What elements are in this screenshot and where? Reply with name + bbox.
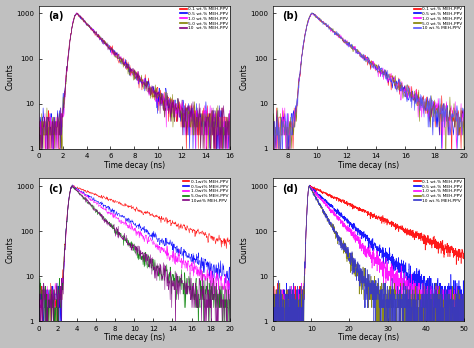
Text: (d): (d): [283, 184, 299, 194]
Y-axis label: Counts: Counts: [6, 64, 15, 90]
X-axis label: Time decay (ns): Time decay (ns): [104, 161, 165, 170]
Y-axis label: Counts: Counts: [6, 236, 15, 263]
Y-axis label: Counts: Counts: [240, 64, 249, 90]
Text: (a): (a): [48, 11, 64, 21]
Legend: 0.1wt% MEH-PPV, 0.5wt% MEH-PPV, 1.0wt% MEH-PPV, 5.0wt% MEH-PPV, 10wt% MEH-PPV: 0.1wt% MEH-PPV, 0.5wt% MEH-PPV, 1.0wt% M…: [182, 179, 229, 204]
Text: (c): (c): [48, 184, 63, 194]
Text: (b): (b): [283, 11, 299, 21]
Y-axis label: Counts: Counts: [240, 236, 249, 263]
X-axis label: Time decay (ns): Time decay (ns): [338, 161, 399, 170]
X-axis label: Time decay (ns): Time decay (ns): [104, 333, 165, 342]
Legend: 0.1 wt.% MEH-PPV, 0.5 wt.% MEH-PPV, 1.0 wt.% MEH-PPV, 5.0 wt.% MEH-PPV, 10 wt.% : 0.1 wt.% MEH-PPV, 0.5 wt.% MEH-PPV, 1.0 …: [413, 179, 464, 204]
Legend: 0.1 wt.% MEH-PPV, 0.5 wt.% MEH-PPV, 1.0 wt.% MEH-PPV, 5.0 wt.% MEH-PPV, 10 wt.% : 0.1 wt.% MEH-PPV, 0.5 wt.% MEH-PPV, 1.0 …: [413, 6, 464, 31]
X-axis label: Time decay (ns): Time decay (ns): [338, 333, 399, 342]
Legend: 0.1 wt.% MEH-PPV, 0.5 wt.% MEH-PPV, 1.0 wt.% MEH-PPV, 5.0 wt.% MEH-PPV, 10  wt.%: 0.1 wt.% MEH-PPV, 0.5 wt.% MEH-PPV, 1.0 …: [179, 6, 229, 31]
